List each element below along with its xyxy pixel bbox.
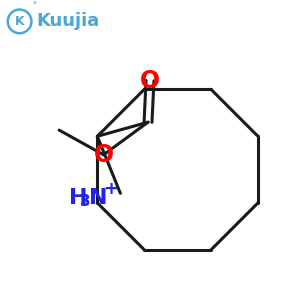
Text: °: °	[32, 2, 37, 10]
Text: N: N	[89, 188, 107, 208]
Text: O: O	[94, 143, 114, 167]
Text: H: H	[69, 188, 88, 208]
Text: Kuujia: Kuujia	[36, 12, 100, 30]
Text: O: O	[140, 69, 160, 93]
Text: 3: 3	[80, 194, 91, 209]
Text: K: K	[15, 15, 24, 28]
Text: +: +	[103, 180, 118, 198]
